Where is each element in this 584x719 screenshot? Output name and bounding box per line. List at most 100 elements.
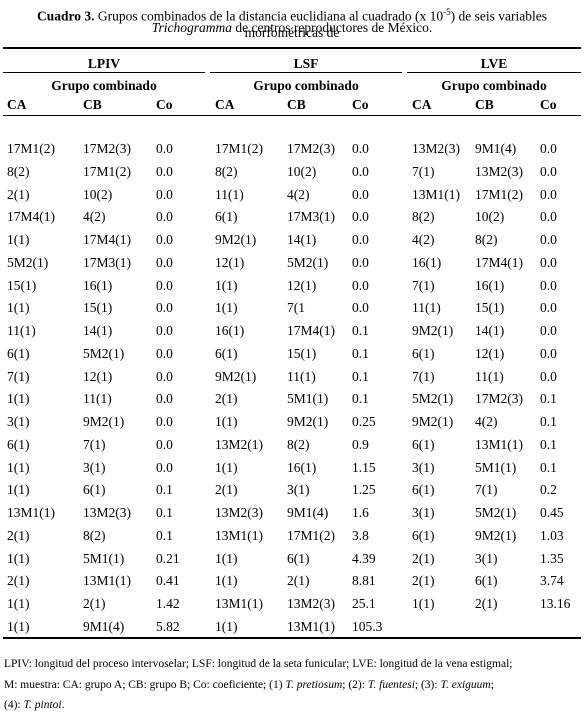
cell: 0.0 bbox=[156, 300, 173, 316]
footnote-text: (4): bbox=[4, 699, 21, 711]
cell: 0.1 bbox=[156, 505, 173, 520]
species: T. fuentesi bbox=[367, 679, 415, 691]
cell: 1(1) bbox=[215, 277, 238, 293]
cell: 9M2(1) bbox=[412, 414, 454, 429]
footnote-text: LPIV: longitud del proceso intervoselar;… bbox=[4, 658, 513, 670]
cell: 3(1) bbox=[412, 459, 435, 475]
species: T. exiguum bbox=[440, 679, 491, 691]
cell: 12(1) bbox=[215, 254, 245, 270]
cell: 4(2) bbox=[412, 232, 435, 247]
cell: 0.1 bbox=[352, 345, 369, 361]
cell: 0.9 bbox=[352, 436, 369, 452]
cell: 7(1 bbox=[287, 300, 305, 316]
cell: 0.0 bbox=[540, 300, 557, 316]
cell: 0.25 bbox=[352, 414, 376, 429]
cell: 4(2) bbox=[475, 414, 498, 429]
cell: 3(1) bbox=[475, 550, 498, 566]
cell: 17M2(3) bbox=[475, 391, 523, 407]
cell: 3(1) bbox=[7, 414, 30, 429]
cell: 6(1) bbox=[412, 482, 435, 498]
cell: 4(2) bbox=[83, 209, 106, 225]
cell: 11(1) bbox=[412, 300, 441, 316]
cell: 0.0 bbox=[156, 186, 173, 202]
cell: 1(1) bbox=[7, 232, 30, 247]
column-header: CA bbox=[215, 97, 235, 112]
cell: 7(1) bbox=[412, 277, 435, 293]
cell: 11(1) bbox=[215, 186, 244, 202]
footnote-text: . bbox=[61, 699, 65, 711]
cell: 15(1) bbox=[7, 277, 37, 293]
group-rule bbox=[3, 72, 205, 73]
cell: 1.35 bbox=[540, 550, 564, 566]
cell: 3.8 bbox=[352, 527, 369, 543]
cell: 0.0 bbox=[156, 414, 173, 429]
cell: 5M1(1) bbox=[475, 459, 517, 475]
cell: 0.0 bbox=[156, 323, 173, 338]
cell: 8(2) bbox=[7, 163, 30, 179]
column-header: Co bbox=[156, 97, 173, 112]
cell: 6(1) bbox=[83, 482, 106, 498]
group-rule bbox=[210, 72, 402, 73]
cell: 0.0 bbox=[156, 391, 173, 407]
cell: 17M1(2) bbox=[475, 186, 523, 202]
cell: 1(1) bbox=[7, 550, 30, 566]
cell: 13M1(1) bbox=[215, 596, 263, 611]
cell: 10(2) bbox=[287, 163, 317, 179]
footnote: M: muestra: CA: grupo A; CB: grupo B; Co… bbox=[4, 679, 494, 691]
cell: 14(1) bbox=[475, 323, 505, 338]
cell: 1.42 bbox=[156, 596, 180, 611]
cell: 11(1) bbox=[7, 323, 36, 338]
cell: 17M2(3) bbox=[287, 141, 335, 156]
cell: 0.0 bbox=[156, 277, 173, 293]
cell: 8(2) bbox=[287, 436, 310, 452]
cell: 11(1) bbox=[287, 368, 316, 384]
cell: 8(2) bbox=[412, 209, 435, 225]
cell: 9M1(4) bbox=[475, 141, 517, 156]
cell: 0.0 bbox=[156, 345, 173, 361]
cell: 6(1) bbox=[475, 573, 498, 589]
cell: 0.0 bbox=[352, 163, 369, 179]
column-header: CB bbox=[83, 97, 102, 112]
cell: 6(1) bbox=[7, 345, 30, 361]
cell: 17M1(2) bbox=[287, 527, 335, 543]
cell: 0.45 bbox=[540, 505, 564, 520]
cell: 7(1) bbox=[83, 436, 106, 452]
cell: 0.21 bbox=[156, 550, 180, 566]
cell: 6(1) bbox=[215, 209, 238, 225]
cell: 17M1(2) bbox=[215, 141, 263, 156]
cell: 17M3(1) bbox=[83, 254, 131, 270]
cell: 1(1) bbox=[7, 618, 30, 634]
cell: 0.0 bbox=[156, 368, 173, 384]
cell: 0.1 bbox=[352, 391, 369, 407]
cell: 1.15 bbox=[352, 459, 376, 475]
cell: 1(1) bbox=[215, 300, 238, 316]
cell: 16(1) bbox=[215, 323, 245, 338]
cell: 0.1 bbox=[540, 436, 557, 452]
cell: 4.39 bbox=[352, 550, 376, 566]
cell: 0.1 bbox=[540, 414, 557, 429]
cell: 5M1(1) bbox=[83, 550, 125, 566]
cell: 2(1) bbox=[83, 596, 106, 611]
cell: 1(1) bbox=[215, 573, 238, 589]
cell: 3(1) bbox=[287, 482, 310, 498]
cell: 9M2(1) bbox=[83, 414, 125, 429]
species: T. pintoi bbox=[23, 699, 62, 711]
cell: 13M1(1) bbox=[7, 505, 55, 520]
cell: 9M2(1) bbox=[475, 527, 517, 543]
cell: 10(2) bbox=[83, 186, 113, 202]
column-header: CB bbox=[287, 97, 306, 112]
cell: 0.1 bbox=[540, 391, 557, 407]
cell: 13M2(3) bbox=[215, 505, 263, 520]
group-rule bbox=[407, 72, 581, 73]
cell: 2(1) bbox=[412, 573, 435, 589]
cell: 0.0 bbox=[156, 209, 173, 225]
cell: 15(1) bbox=[287, 345, 317, 361]
cell: 13.16 bbox=[540, 596, 571, 611]
cell: 7(1) bbox=[475, 482, 498, 498]
cell: 15(1) bbox=[475, 300, 505, 316]
cell: 8(2) bbox=[475, 232, 498, 247]
cell: 5M2(1) bbox=[83, 345, 125, 361]
cell: 5.82 bbox=[156, 618, 180, 634]
cell: 1.25 bbox=[352, 482, 376, 498]
caption: Cuadro 3. Grupos combinados de la distan… bbox=[0, 4, 584, 41]
